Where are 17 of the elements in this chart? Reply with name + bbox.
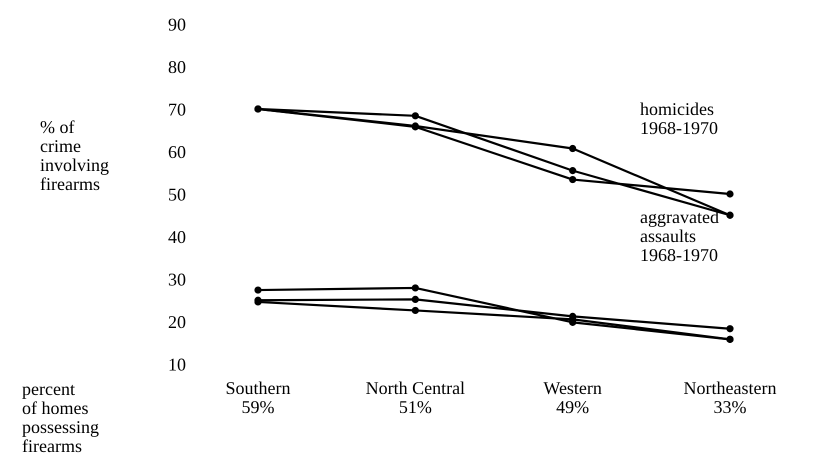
annotation: homicides 1968-1970 bbox=[640, 99, 718, 138]
x-tick-label: Southern 59% bbox=[226, 378, 290, 417]
annotation: aggravated assaults 1968-1970 bbox=[640, 207, 719, 265]
y-tick-label: 80 bbox=[168, 56, 186, 77]
x-axis-title: percent of homes possessing firearms bbox=[22, 379, 100, 456]
y-axis-title: % of crime involving firearms bbox=[40, 117, 110, 194]
x-tick-label: North Central 51% bbox=[366, 378, 466, 417]
x-tick-label: Western 49% bbox=[543, 378, 602, 417]
y-tick-label: 90 bbox=[168, 14, 186, 34]
y-tick-label: 40 bbox=[168, 226, 186, 247]
x-tick-label: Northeastern 33% bbox=[684, 378, 776, 417]
y-tick-label: 70 bbox=[168, 99, 186, 120]
y-tick-label: 20 bbox=[168, 312, 186, 332]
y-tick-label: 60 bbox=[168, 142, 186, 162]
y-tick-label: 10 bbox=[168, 354, 186, 374]
y-tick-label: 50 bbox=[168, 184, 186, 204]
y-tick-label: 30 bbox=[168, 269, 186, 290]
